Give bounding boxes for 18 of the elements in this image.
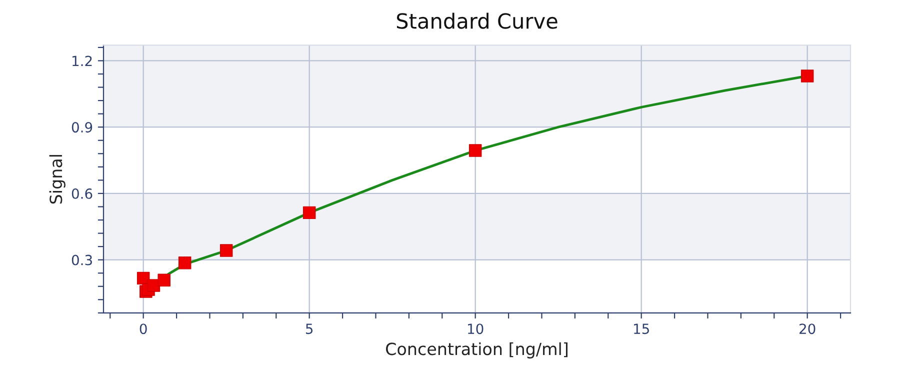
point [302, 206, 316, 220]
x-tick-label: 5 [306, 324, 313, 334]
x-axis-title: Concentration [ng/ml] [386, 342, 568, 358]
chart-title: Standard Curve [396, 12, 558, 29]
point [800, 70, 814, 82]
x-tick-label: 0 [140, 324, 147, 334]
x-tick-label: 15 [634, 324, 649, 334]
y-axis-title: Signal [49, 155, 66, 204]
y-tick-label: 1.2 [72, 56, 92, 66]
point [468, 144, 482, 157]
y-tick-label: 0.9 [72, 122, 92, 133]
y-tick-label: 0.6 [72, 188, 92, 199]
x-tick-label: 20 [800, 324, 816, 334]
point [220, 244, 233, 257]
point [178, 256, 192, 270]
x-tick-label: 10 [468, 324, 484, 334]
y-tick-label: 0.3 [72, 254, 92, 266]
point [158, 274, 170, 287]
